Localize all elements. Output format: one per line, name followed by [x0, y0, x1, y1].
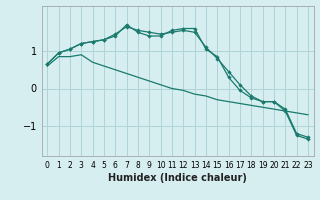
X-axis label: Humidex (Indice chaleur): Humidex (Indice chaleur)	[108, 173, 247, 183]
